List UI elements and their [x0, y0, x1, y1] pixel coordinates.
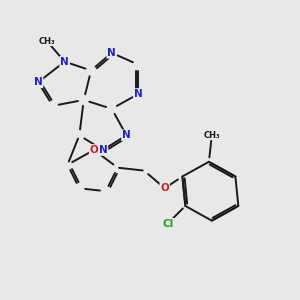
Text: N: N [60, 57, 69, 67]
Text: N: N [134, 89, 142, 99]
Text: CH₃: CH₃ [39, 37, 55, 46]
Text: Cl: Cl [162, 219, 173, 229]
Text: CH₃: CH₃ [203, 131, 220, 140]
Text: N: N [34, 77, 43, 87]
Text: N: N [98, 145, 107, 155]
Text: N: N [107, 48, 116, 58]
Text: N: N [122, 130, 131, 140]
Text: O: O [160, 183, 169, 193]
Text: O: O [90, 145, 98, 155]
